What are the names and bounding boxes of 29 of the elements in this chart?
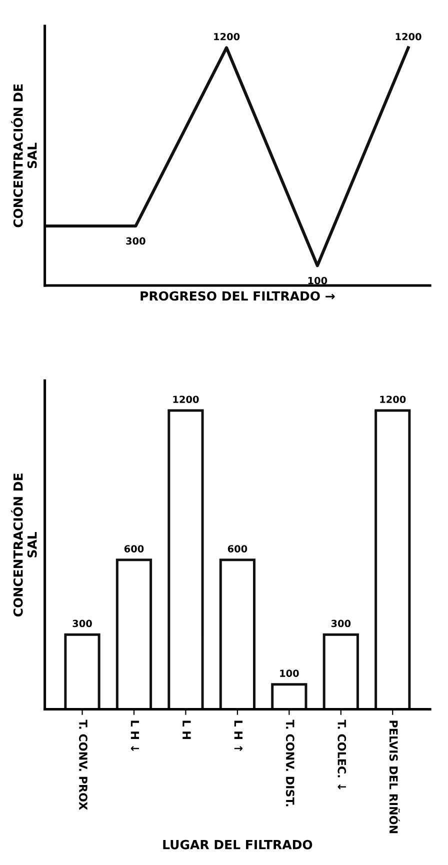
bar xyxy=(219,558,256,710)
bar xyxy=(374,409,411,710)
data-label: 1200 xyxy=(214,32,240,40)
x-tick-label: PELVIS DEL RIÑÓN xyxy=(389,720,400,834)
bar xyxy=(168,409,204,710)
x-tick-label: T. CONV. PROX xyxy=(79,720,88,810)
y-axis-title: CONCENTRACIÓN DE SAL xyxy=(11,474,37,617)
bar xyxy=(116,558,152,710)
data-label: 100 xyxy=(280,670,299,677)
data-label: 1200 xyxy=(173,396,199,404)
x-tick-label: L H xyxy=(182,720,191,739)
data-label: 300 xyxy=(331,620,351,628)
data-label: 100 xyxy=(308,276,328,284)
data-label: 600 xyxy=(124,545,144,552)
x-tick-label: L H ↓ xyxy=(130,720,140,752)
data-label: 300 xyxy=(126,237,146,245)
data-label: 600 xyxy=(228,545,248,552)
bar xyxy=(271,683,308,710)
bar xyxy=(322,633,359,710)
x-tick-label: T. COLEC. ↓ xyxy=(338,720,346,790)
data-label: 1200 xyxy=(380,396,406,404)
x-axis-title: PROGRESO DEL FILTRADO → xyxy=(140,291,335,301)
x-tick-label: T. CONV. DIST. xyxy=(286,720,294,806)
x-tick-label: L H ↑ xyxy=(234,720,243,752)
data-label: 1200 xyxy=(396,32,422,40)
x-axis-title: LUGAR DEL FILTRADO xyxy=(163,840,312,850)
y-axis-title: CONCENTRACIÓN DE SAL xyxy=(11,84,37,228)
data-label: 300 xyxy=(72,620,92,628)
bar xyxy=(64,633,100,710)
